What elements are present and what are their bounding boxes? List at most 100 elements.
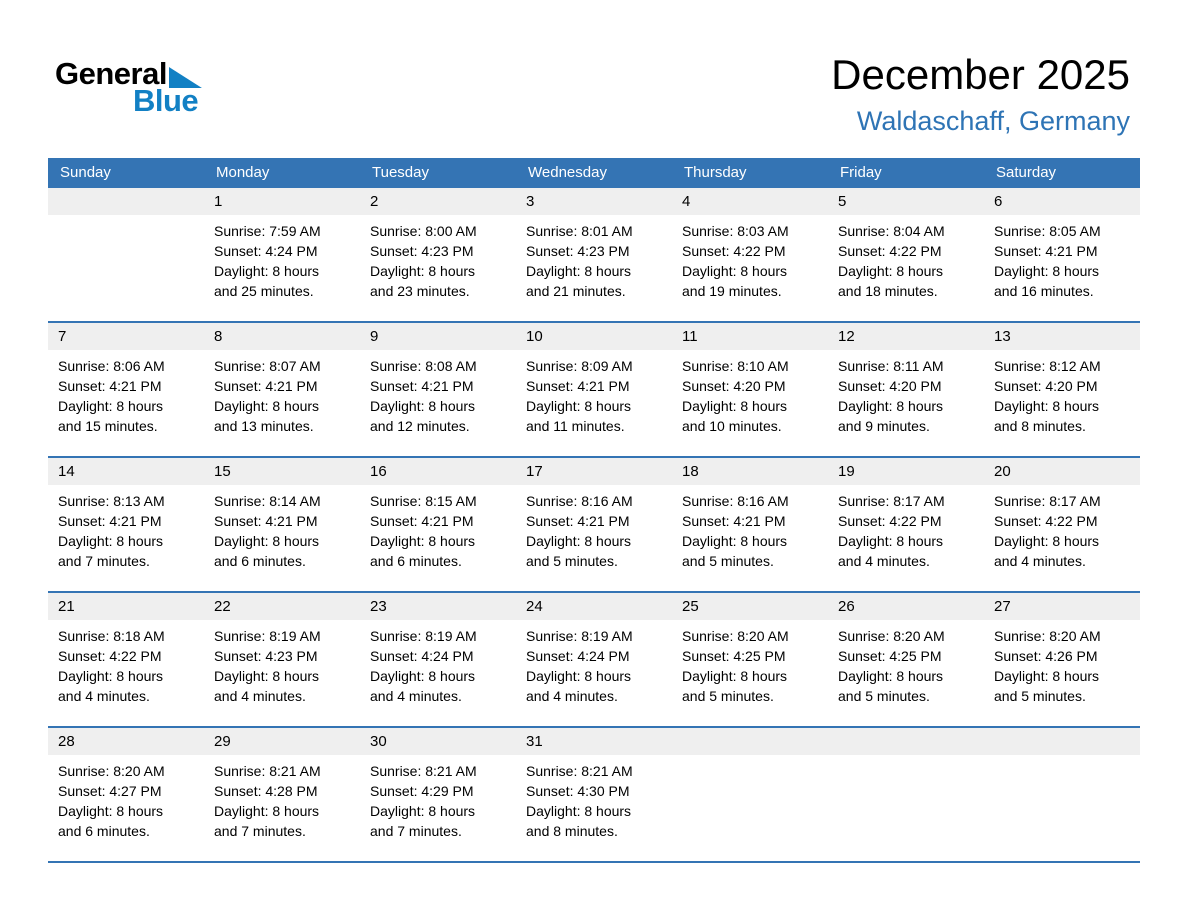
empty-day-strip bbox=[672, 728, 828, 755]
daylight-hours-text: Daylight: 8 hours bbox=[994, 398, 1100, 414]
sunrise-text: Sunrise: 8:09 AM bbox=[526, 358, 633, 374]
sunset-text: Sunset: 4:20 PM bbox=[682, 378, 786, 394]
daylight-hours-text: Daylight: 8 hours bbox=[526, 263, 632, 279]
day-cell: 22 Sunrise: 8:19 AM Sunset: 4:23 PM Dayl… bbox=[204, 593, 360, 726]
day-number: 15 bbox=[204, 458, 360, 485]
sunset-text: Sunset: 4:24 PM bbox=[370, 648, 474, 664]
day-cell: 25 Sunrise: 8:20 AM Sunset: 4:25 PM Dayl… bbox=[672, 593, 828, 726]
day-number: 27 bbox=[984, 593, 1140, 620]
daylight-minutes-text: and 12 minutes. bbox=[370, 418, 470, 434]
weekday-label: Sunday bbox=[60, 164, 111, 181]
sunrise-text: Sunrise: 8:21 AM bbox=[370, 763, 477, 779]
daylight-hours-text: Daylight: 8 hours bbox=[370, 263, 476, 279]
day-number: 3 bbox=[516, 188, 672, 215]
day-number: 13 bbox=[984, 323, 1140, 350]
daylight-hours-text: Daylight: 8 hours bbox=[370, 533, 476, 549]
sunrise-text: Sunrise: 8:19 AM bbox=[370, 628, 477, 644]
daylight-hours-text: Daylight: 8 hours bbox=[214, 398, 320, 414]
daylight-hours-text: Daylight: 8 hours bbox=[994, 668, 1100, 684]
day-info: Sunrise: 8:06 AM Sunset: 4:21 PM Dayligh… bbox=[48, 350, 204, 436]
daylight-hours-text: Daylight: 8 hours bbox=[526, 803, 632, 819]
day-number: 29 bbox=[204, 728, 360, 755]
daylight-minutes-text: and 23 minutes. bbox=[370, 283, 470, 299]
daylight-minutes-text: and 4 minutes. bbox=[994, 553, 1086, 569]
sunset-text: Sunset: 4:20 PM bbox=[838, 378, 942, 394]
day-cell: 29 Sunrise: 8:21 AM Sunset: 4:28 PM Dayl… bbox=[204, 728, 360, 861]
sunset-text: Sunset: 4:22 PM bbox=[58, 648, 162, 664]
sunrise-text: Sunrise: 8:20 AM bbox=[994, 628, 1101, 644]
daylight-hours-text: Daylight: 8 hours bbox=[838, 398, 944, 414]
location-subtitle: Waldaschaff, Germany bbox=[856, 106, 1130, 137]
daylight-minutes-text: and 4 minutes. bbox=[838, 553, 930, 569]
day-info: Sunrise: 8:15 AM Sunset: 4:21 PM Dayligh… bbox=[360, 485, 516, 571]
weekday-header-row: Sunday Monday Tuesday Wednesday Thursday Frid… bbox=[48, 158, 1140, 188]
day-number: 17 bbox=[516, 458, 672, 485]
day-cell: 20 Sunrise: 8:17 AM Sunset: 4:22 PM Dayl… bbox=[984, 458, 1140, 591]
day-info: Sunrise: 8:21 AM Sunset: 4:28 PM Dayligh… bbox=[204, 755, 360, 841]
sunrise-text: Sunrise: 8:07 AM bbox=[214, 358, 321, 374]
daylight-hours-text: Daylight: 8 hours bbox=[682, 533, 788, 549]
day-number: 22 bbox=[204, 593, 360, 620]
sunset-text: Sunset: 4:22 PM bbox=[838, 513, 942, 529]
day-number: 25 bbox=[672, 593, 828, 620]
daylight-hours-text: Daylight: 8 hours bbox=[682, 263, 788, 279]
weekday-label: Friday bbox=[840, 164, 882, 181]
day-number: 31 bbox=[516, 728, 672, 755]
day-cell: 7 Sunrise: 8:06 AM Sunset: 4:21 PM Dayli… bbox=[48, 323, 204, 456]
day-number: 18 bbox=[672, 458, 828, 485]
day-number: 11 bbox=[672, 323, 828, 350]
day-number: 21 bbox=[48, 593, 204, 620]
week-row: 28 Sunrise: 8:20 AM Sunset: 4:27 PM Dayl… bbox=[48, 728, 1140, 863]
daylight-minutes-text: and 15 minutes. bbox=[58, 418, 158, 434]
day-info: Sunrise: 8:19 AM Sunset: 4:24 PM Dayligh… bbox=[516, 620, 672, 706]
day-number: 9 bbox=[360, 323, 516, 350]
day-info: Sunrise: 8:07 AM Sunset: 4:21 PM Dayligh… bbox=[204, 350, 360, 436]
sunrise-text: Sunrise: 8:20 AM bbox=[682, 628, 789, 644]
daylight-hours-text: Daylight: 8 hours bbox=[214, 263, 320, 279]
logo-text-blue: Blue bbox=[133, 83, 199, 118]
day-info: Sunrise: 8:19 AM Sunset: 4:23 PM Dayligh… bbox=[204, 620, 360, 706]
daylight-hours-text: Daylight: 8 hours bbox=[994, 533, 1100, 549]
weekday-label: Monday bbox=[216, 164, 270, 181]
day-info: Sunrise: 8:16 AM Sunset: 4:21 PM Dayligh… bbox=[516, 485, 672, 571]
daylight-minutes-text: and 5 minutes. bbox=[682, 688, 774, 704]
day-info: Sunrise: 8:05 AM Sunset: 4:21 PM Dayligh… bbox=[984, 215, 1140, 301]
day-cell: 13 Sunrise: 8:12 AM Sunset: 4:20 PM Dayl… bbox=[984, 323, 1140, 456]
day-number: 6 bbox=[984, 188, 1140, 215]
general-blue-logo: General Blue bbox=[55, 58, 275, 116]
daylight-minutes-text: and 11 minutes. bbox=[526, 418, 625, 434]
day-info: Sunrise: 8:20 AM Sunset: 4:25 PM Dayligh… bbox=[672, 620, 828, 706]
daylight-minutes-text: and 5 minutes. bbox=[526, 553, 618, 569]
daylight-minutes-text: and 25 minutes. bbox=[214, 283, 314, 299]
day-cell: 21 Sunrise: 8:18 AM Sunset: 4:22 PM Dayl… bbox=[48, 593, 204, 726]
sunset-text: Sunset: 4:21 PM bbox=[58, 513, 162, 529]
day-info: Sunrise: 8:20 AM Sunset: 4:25 PM Dayligh… bbox=[828, 620, 984, 706]
daylight-hours-text: Daylight: 8 hours bbox=[370, 398, 476, 414]
daylight-hours-text: Daylight: 8 hours bbox=[526, 668, 632, 684]
day-info: Sunrise: 8:12 AM Sunset: 4:20 PM Dayligh… bbox=[984, 350, 1140, 436]
daylight-hours-text: Daylight: 8 hours bbox=[214, 533, 320, 549]
sunset-text: Sunset: 4:30 PM bbox=[526, 783, 630, 799]
sunset-text: Sunset: 4:21 PM bbox=[682, 513, 786, 529]
daylight-hours-text: Daylight: 8 hours bbox=[370, 803, 476, 819]
day-number: 26 bbox=[828, 593, 984, 620]
day-info: Sunrise: 8:14 AM Sunset: 4:21 PM Dayligh… bbox=[204, 485, 360, 571]
daylight-hours-text: Daylight: 8 hours bbox=[682, 398, 788, 414]
day-info: Sunrise: 8:00 AM Sunset: 4:23 PM Dayligh… bbox=[360, 215, 516, 301]
sunset-text: Sunset: 4:21 PM bbox=[214, 513, 318, 529]
daylight-hours-text: Daylight: 8 hours bbox=[526, 533, 632, 549]
sunset-text: Sunset: 4:22 PM bbox=[994, 513, 1098, 529]
calendar: Sunday Monday Tuesday Wednesday Thursday Frid… bbox=[48, 158, 1140, 863]
sunset-text: Sunset: 4:21 PM bbox=[58, 378, 162, 394]
day-info: Sunrise: 8:03 AM Sunset: 4:22 PM Dayligh… bbox=[672, 215, 828, 301]
daylight-hours-text: Daylight: 8 hours bbox=[58, 398, 164, 414]
day-info: Sunrise: 8:17 AM Sunset: 4:22 PM Dayligh… bbox=[984, 485, 1140, 571]
day-number: 28 bbox=[48, 728, 204, 755]
sunrise-text: Sunrise: 8:05 AM bbox=[994, 223, 1101, 239]
week-row: 21 Sunrise: 8:18 AM Sunset: 4:22 PM Dayl… bbox=[48, 593, 1140, 728]
day-number: 10 bbox=[516, 323, 672, 350]
day-number: 20 bbox=[984, 458, 1140, 485]
daylight-minutes-text: and 5 minutes. bbox=[682, 553, 774, 569]
daylight-hours-text: Daylight: 8 hours bbox=[838, 668, 944, 684]
sunset-text: Sunset: 4:24 PM bbox=[526, 648, 630, 664]
